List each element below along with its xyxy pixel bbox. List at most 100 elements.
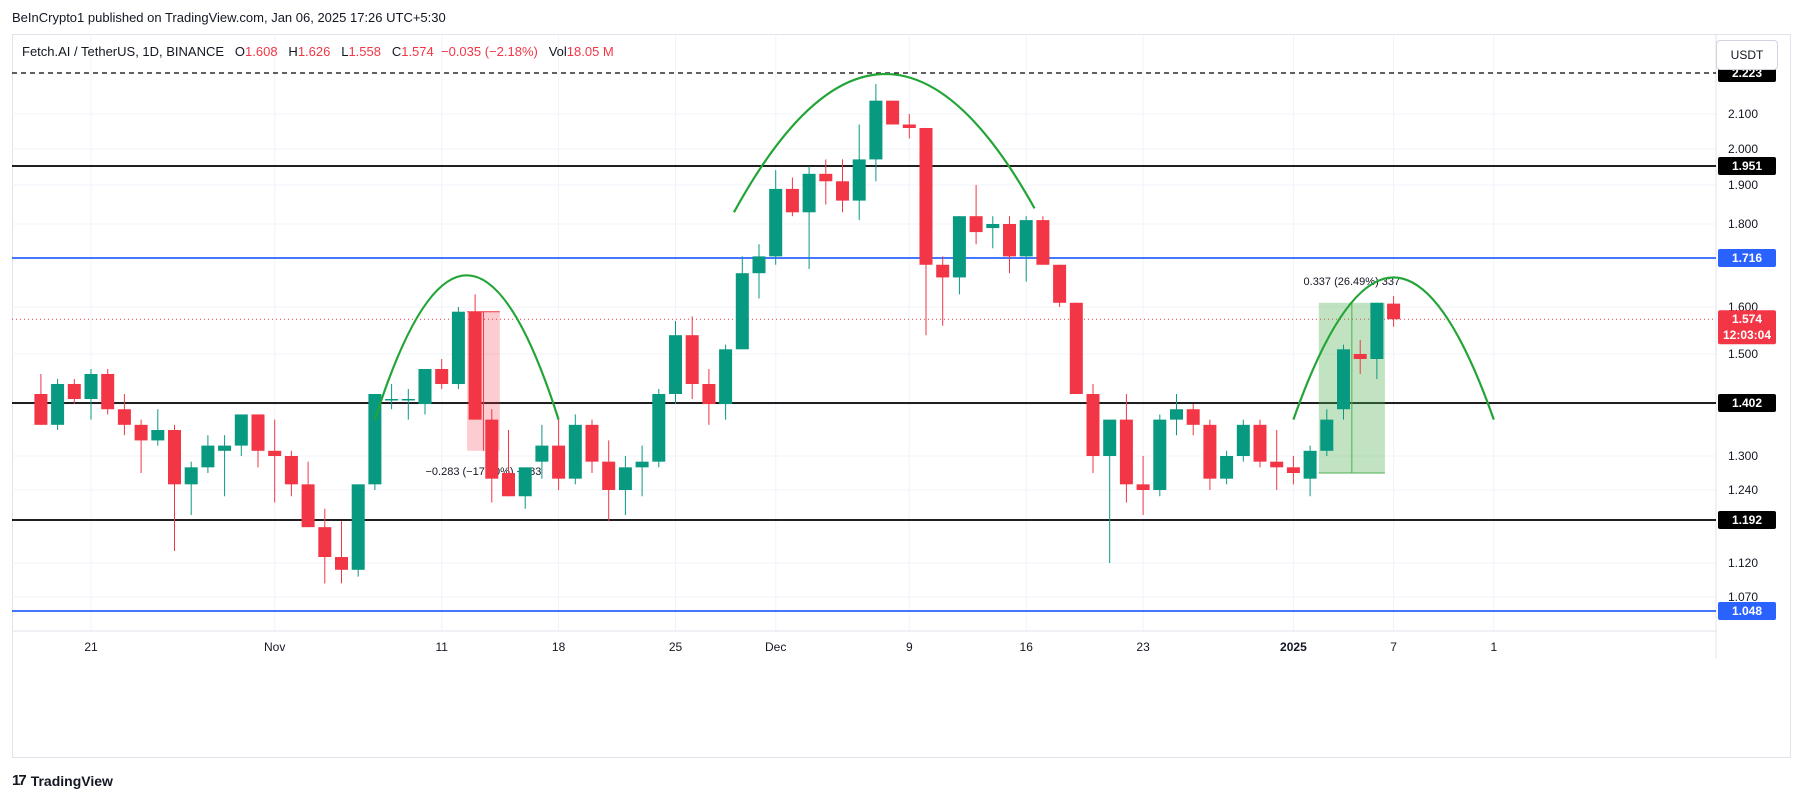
candle-body (435, 369, 449, 384)
candle-body (151, 430, 165, 441)
legend-low: 1.558 (348, 44, 381, 59)
candle-body (802, 173, 816, 213)
candle-body (1220, 456, 1234, 479)
currency-button[interactable]: USDT (1716, 40, 1778, 70)
legend-change: −0.035 (−2.18%) (441, 44, 538, 59)
current-price-badge (1718, 310, 1776, 345)
x-tick-7: 7 (1390, 640, 1397, 654)
badge-label-1.402: 1.402 (1732, 396, 1762, 410)
x-tick-23: 23 (1136, 640, 1150, 654)
candle-body (685, 335, 699, 384)
x-axis: 21 Nov 11 18 25 Dec 9 16 23 2025 7 1 (84, 640, 1497, 654)
candle-body (986, 224, 1000, 229)
candle-body (351, 484, 365, 570)
legend-high: 1.626 (297, 44, 331, 59)
y-tick-2.100: 2.100 (1728, 107, 1758, 121)
candle-body (785, 188, 799, 213)
candle-body (1103, 419, 1117, 456)
candle-body (1320, 419, 1334, 451)
x-tick-Dec: Dec (765, 640, 786, 654)
candle-body (1270, 461, 1284, 468)
candle-body (468, 311, 482, 420)
legend-vol-label: Vol (548, 44, 567, 59)
candle-body (635, 461, 649, 468)
candle-body (652, 394, 666, 462)
legend-volume: 18.05 M (566, 44, 614, 59)
current-price-countdown: 12:03:04 (1723, 328, 1771, 342)
x-tick-9: 9 (906, 640, 913, 654)
candle-body (218, 445, 232, 451)
grid (12, 35, 1717, 658)
current-price-value: 1.574 (1732, 312, 1762, 326)
candle-body (852, 159, 866, 201)
candle-body (201, 445, 215, 468)
legend-close: 1.574 (401, 44, 434, 59)
candle-body (34, 394, 48, 425)
candle-body (1303, 450, 1317, 479)
candle-body (502, 473, 515, 497)
candle-body (485, 419, 499, 479)
candle-body (101, 374, 115, 410)
candle-body (752, 256, 766, 274)
rise-measure-label: 0.337 (26.49%) 337 (1304, 276, 1401, 288)
candle-body (368, 394, 382, 485)
symbol-legend: Fetch.AI / TetherUS, 1D, BINANCE O1.608 … (22, 44, 614, 59)
x-tick-Nov: Nov (264, 640, 285, 654)
candle-body (719, 349, 733, 405)
y-tick-1.240: 1.240 (1728, 483, 1758, 497)
x-tick-1: 1 (1490, 640, 1497, 654)
chart-frame (12, 34, 1791, 758)
candle-body (869, 100, 883, 160)
x-tick-16: 16 (1020, 640, 1034, 654)
candle-body (836, 181, 849, 201)
y-tick-1.800: 1.800 (1728, 217, 1758, 231)
badge-1.192 (1718, 511, 1776, 529)
candle-body (117, 409, 131, 425)
tradingview-logo[interactable]: 17 TradingView (12, 772, 113, 789)
badge-label-1.951: 1.951 (1732, 159, 1762, 173)
legend-l-label: L (341, 44, 349, 59)
candle-body (1236, 424, 1250, 456)
legend-h-label: H (288, 44, 298, 59)
right-shoulder-arc (1292, 276, 1495, 420)
candle-body (1069, 302, 1083, 394)
candle-body (1053, 264, 1067, 303)
candle-body (318, 527, 332, 558)
candle-body (1019, 220, 1033, 257)
y-tick-1.070: 1.070 (1728, 590, 1758, 604)
y-tick-1.500: 1.500 (1728, 347, 1758, 361)
candle-body (669, 335, 682, 394)
candle-body (1153, 419, 1167, 490)
y-axis: 1.0701.1201.2401.3001.4001.5001.6001.800… (1728, 107, 1758, 604)
badge-1.951 (1718, 157, 1776, 175)
candle-body (1186, 409, 1200, 425)
candle-body (67, 384, 81, 399)
candle-body (735, 273, 749, 350)
candle-body (84, 374, 98, 399)
x-tick-18: 18 (552, 640, 566, 654)
candle-body (1353, 354, 1367, 359)
candle-body (1253, 424, 1267, 462)
badge-label-1.716: 1.716 (1732, 251, 1762, 265)
candle-body (234, 414, 248, 446)
left-shoulder-arc (373, 274, 560, 420)
candle-body (886, 100, 900, 125)
candle-body (702, 384, 716, 405)
legend-open: 1.608 (245, 44, 278, 59)
tradingview-brand: TradingView (30, 772, 113, 789)
candle-body (168, 430, 181, 485)
candle-body (1203, 424, 1217, 479)
pattern-arcs (373, 73, 1495, 420)
legend-o-label: O (234, 44, 246, 59)
x-tick-25: 25 (669, 640, 683, 654)
y-tick-2.000: 2.000 (1728, 142, 1758, 156)
candle-body (1086, 394, 1100, 456)
candle-body (819, 173, 833, 182)
badge-label-1.048: 1.048 (1732, 604, 1762, 618)
legend-c-label: C (391, 44, 402, 59)
candle-body (1337, 349, 1350, 410)
publisher-line: BeInCrypto1 published on TradingView.com… (12, 10, 446, 25)
candle-body (1119, 419, 1133, 485)
candle-body (451, 311, 465, 384)
